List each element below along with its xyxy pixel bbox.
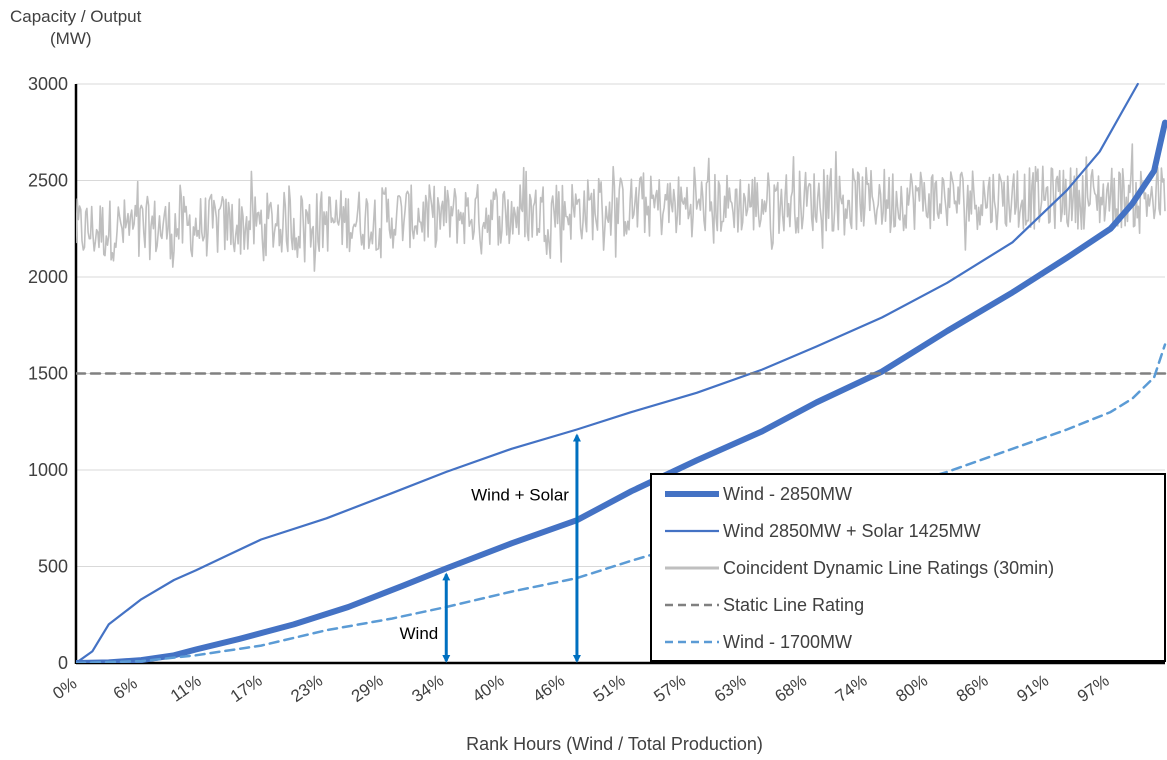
y-tick-label: 2500 xyxy=(28,171,68,191)
x-tick-label: 51% xyxy=(590,671,629,706)
x-tick-label: 17% xyxy=(227,671,266,706)
y-tick-label: 1000 xyxy=(28,460,68,480)
x-tick-label: 80% xyxy=(892,671,931,706)
y-tick-label: 500 xyxy=(38,557,68,577)
annotation-label: Wind + Solar xyxy=(471,485,569,504)
y-axis-label-line1: Capacity / Output xyxy=(10,7,142,26)
legend-box xyxy=(650,473,1166,662)
x-tick-label: 97% xyxy=(1074,671,1113,706)
x-tick-label: 0% xyxy=(49,674,80,704)
x-axis-label: Rank Hours (Wind / Total Production) xyxy=(466,734,763,754)
y-tick-label: 1500 xyxy=(28,364,68,384)
series-line-1 xyxy=(76,82,1139,663)
legend-label: Coincident Dynamic Line Ratings (30min) xyxy=(723,558,1054,578)
x-tick-label: 40% xyxy=(469,671,508,706)
x-tick-label: 11% xyxy=(167,671,205,705)
x-tick-label: 34% xyxy=(408,671,447,706)
annotation-label: Wind xyxy=(400,624,439,643)
x-tick-label: 6% xyxy=(110,674,141,704)
x-tick-label: 57% xyxy=(650,671,689,706)
x-tick-label: 46% xyxy=(529,671,568,706)
x-tick-label: 23% xyxy=(287,671,326,706)
x-tick-label: 86% xyxy=(953,671,992,706)
y-tick-label: 3000 xyxy=(28,74,68,94)
y-axis-label: Capacity / Output (MW) xyxy=(10,6,141,50)
y-axis-label-line2: (MW) xyxy=(50,29,92,48)
x-tick-label: 63% xyxy=(711,671,750,706)
series-line-0 xyxy=(76,119,1167,663)
y-tick-label: 2000 xyxy=(28,267,68,287)
legend-label: Wind 2850MW + Solar 1425MW xyxy=(723,521,981,541)
legend-label: Wind - 2850MW xyxy=(723,484,852,504)
x-tick-label: 29% xyxy=(348,671,387,706)
x-tick-label: 68% xyxy=(771,671,810,706)
legend-label: Wind - 1700MW xyxy=(723,632,852,652)
x-tick-label: 74% xyxy=(832,671,871,706)
x-tick-label: 91% xyxy=(1013,671,1052,706)
y-tick-label: 0 xyxy=(58,653,68,673)
legend-label: Static Line Rating xyxy=(723,595,864,615)
series-line-2 xyxy=(76,143,1166,272)
